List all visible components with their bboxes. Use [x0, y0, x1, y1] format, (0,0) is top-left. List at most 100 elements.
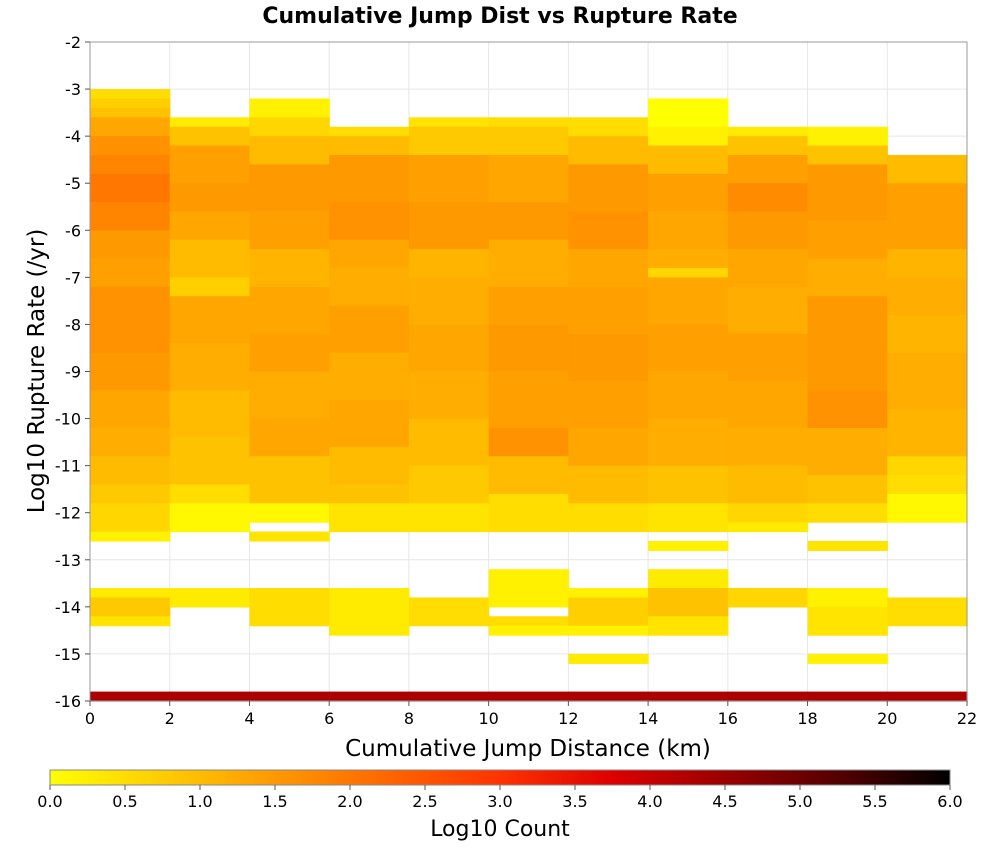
- heatmap-cell: [249, 503, 330, 523]
- chart-title: Cumulative Jump Dist vs Rupture Rate: [262, 4, 737, 29]
- heatmap-cell: [329, 352, 410, 401]
- heatmap-cell: [90, 202, 171, 231]
- heatmap-cell: [887, 691, 968, 702]
- heatmap-cell: [90, 503, 171, 533]
- heatmap-cell: [408, 249, 490, 278]
- heatmap-cell: [648, 691, 729, 702]
- heatmap-cell: [90, 136, 171, 156]
- heatmap-cell: [488, 126, 569, 156]
- heatmap-cell: [249, 588, 330, 627]
- colorbar-tick-label: 0.5: [112, 792, 137, 811]
- heatmap-cell: [727, 691, 809, 702]
- colorbar-tick-label: 2.5: [412, 792, 437, 811]
- x-axis-label: Cumulative Jump Distance (km): [345, 736, 711, 762]
- colorbar-tick-label: 4.5: [712, 792, 737, 811]
- heatmap-cell: [727, 136, 809, 156]
- heatmap-cell: [727, 522, 809, 533]
- colorbar-tick-label: 3.5: [562, 792, 587, 811]
- heatmap-cell: [329, 691, 410, 702]
- heatmap-cell: [887, 183, 968, 250]
- heatmap-cell: [90, 691, 171, 702]
- heatmap-cell: [408, 324, 490, 373]
- heatmap-cell: [887, 277, 968, 316]
- heatmap-cell: [329, 267, 410, 307]
- x-tick-label: 6: [324, 709, 334, 728]
- x-tick-label: 14: [638, 709, 658, 728]
- colorbar-tick-label: 1.5: [262, 792, 287, 811]
- heatmap-cell: [90, 286, 171, 316]
- heatmap-cell: [408, 154, 490, 203]
- heatmap-cell: [90, 98, 171, 109]
- heatmap-cell: [90, 456, 171, 486]
- x-tick-label: 4: [244, 709, 254, 728]
- y-tick-label: -14: [55, 598, 81, 617]
- heatmap-cell: [568, 427, 649, 467]
- heatmap-cell: [807, 343, 888, 391]
- heatmap-cell: [568, 286, 649, 335]
- heatmap-cell: [408, 418, 490, 467]
- heatmap-cell: [648, 540, 729, 551]
- heatmap-cell: [90, 484, 171, 504]
- heatmap-cell: [568, 380, 649, 429]
- heatmap-cell: [90, 173, 171, 203]
- heatmap-cell: [90, 588, 171, 599]
- heatmap-cells: [90, 89, 968, 702]
- heatmap-cell: [169, 126, 251, 147]
- x-tick-label: 8: [404, 709, 414, 728]
- heatmap-cell: [648, 277, 729, 326]
- heatmap-cell: [90, 616, 171, 627]
- y-tick-label: -15: [55, 645, 81, 664]
- colorbar-tick-label: 5.5: [862, 792, 887, 811]
- heatmap-cell: [807, 475, 888, 504]
- heatmap-cell: [887, 493, 968, 523]
- y-tick-label: -16: [55, 692, 81, 711]
- heatmap-cell: [648, 267, 729, 278]
- heatmap-cell: [807, 220, 888, 260]
- heatmap-cell: [807, 145, 888, 165]
- x-tick-label: 18: [797, 709, 817, 728]
- heatmap-cell: [648, 418, 729, 467]
- heatmap-cell: [807, 296, 888, 344]
- heatmap-cell: [249, 371, 330, 420]
- heatmap-cell: [329, 136, 410, 156]
- heatmap-cell: [807, 606, 888, 636]
- heatmap-cell: [249, 211, 330, 250]
- heatmap-cell: [169, 588, 251, 608]
- heatmap-cell: [169, 343, 251, 391]
- heatmap-cell: [169, 390, 251, 438]
- y-tick-label: -6: [65, 221, 81, 240]
- heatmap-cell: [807, 126, 888, 147]
- heatmap-cell: [329, 239, 410, 269]
- heatmap-cell: [887, 475, 968, 495]
- heatmap-cell: [249, 98, 330, 118]
- heatmap-cell: [568, 691, 649, 702]
- heatmap-cell: [90, 117, 171, 137]
- heatmap-cell: [169, 437, 251, 486]
- x-axis-ticks: 0 2 4 6 8 10 12 14 16 18 20 22: [85, 701, 977, 728]
- heatmap-cell: [568, 164, 649, 213]
- heatmap-cell: [249, 136, 330, 165]
- heatmap-cell: [568, 503, 649, 533]
- heatmap-cell: [568, 117, 649, 137]
- heatmap-cell: [568, 249, 649, 288]
- heatmap-cell: [727, 211, 809, 250]
- heatmap-cell: [727, 380, 809, 429]
- y-tick-label: -13: [55, 551, 81, 570]
- heatmap-cell: [648, 211, 729, 250]
- y-tick-label: -7: [65, 268, 81, 287]
- heatmap-cell: [568, 211, 649, 250]
- heatmap-cell: [807, 653, 888, 664]
- y-tick-label: -2: [65, 33, 81, 52]
- heatmap-cell: [568, 625, 649, 636]
- y-tick-label: -11: [55, 457, 81, 476]
- heatmap-cell: [169, 117, 251, 128]
- heatmap-cell: [727, 154, 809, 184]
- heatmap-cell: [568, 588, 649, 599]
- heatmap-cell: [727, 183, 809, 213]
- heatmap-cell: [488, 493, 569, 533]
- x-tick-label: 0: [85, 709, 95, 728]
- colorbar-tick-label: 1.0: [187, 792, 212, 811]
- heatmap-cell: [488, 456, 569, 495]
- colorbar-tick-label: 0.0: [37, 792, 62, 811]
- heatmap-cell: [169, 296, 251, 344]
